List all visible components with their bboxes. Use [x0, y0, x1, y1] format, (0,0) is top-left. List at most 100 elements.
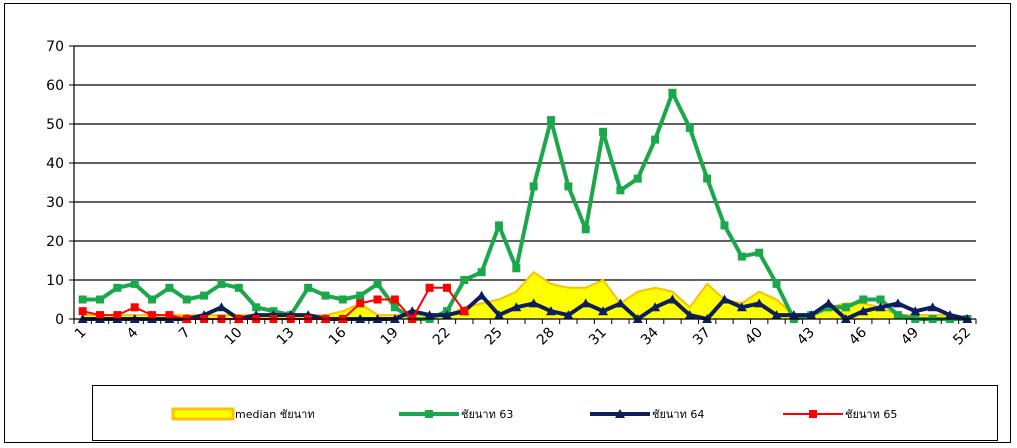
- x-tick-label: 13: [274, 325, 298, 349]
- data-point: [216, 302, 227, 312]
- data-point: [113, 311, 122, 320]
- data-point: [685, 123, 694, 132]
- legend-label-64: ชัยนาท 64: [652, 408, 705, 421]
- data-point: [356, 291, 365, 300]
- data-point: [460, 276, 469, 284]
- data-point: [564, 182, 573, 191]
- data-point: [217, 279, 226, 288]
- data-point: [893, 311, 902, 320]
- data-point: [876, 295, 885, 304]
- data-point: [512, 264, 521, 273]
- x-tick-label: 37: [690, 325, 714, 349]
- y-tick-label: 0: [55, 312, 64, 328]
- x-tick-label: 43: [794, 325, 818, 349]
- data-point: [737, 252, 746, 261]
- x-tick-label: 52: [950, 325, 974, 349]
- x-tick-label: 28: [534, 325, 558, 349]
- legend-marker: [809, 410, 817, 418]
- data-point: [703, 174, 712, 183]
- data-point: [650, 302, 661, 312]
- data-point: [130, 303, 139, 312]
- data-point: [651, 135, 660, 144]
- y-tick-label: 60: [46, 78, 64, 94]
- data-point: [477, 268, 486, 277]
- data-point: [788, 310, 799, 320]
- x-tick-label: 49: [898, 325, 922, 349]
- x-tick-label: 4: [124, 324, 142, 342]
- data-point: [599, 127, 608, 136]
- y-tick-label: 50: [46, 117, 64, 133]
- data-point: [581, 225, 590, 234]
- data-point: [252, 303, 261, 312]
- data-point: [234, 283, 243, 292]
- data-point: [96, 311, 105, 320]
- x-tick-label: 25: [482, 325, 506, 349]
- data-point: [511, 302, 522, 312]
- data-point: [165, 311, 174, 320]
- x-tick-label: 16: [326, 324, 350, 348]
- data-point: [304, 283, 313, 292]
- data-point: [771, 310, 782, 320]
- data-point: [390, 295, 399, 304]
- data-point: [148, 295, 157, 304]
- data-point: [927, 302, 938, 312]
- data-point: [113, 283, 122, 292]
- x-tick-label: 31: [586, 325, 610, 349]
- legend-swatch-64: [590, 409, 650, 418]
- data-point: [823, 298, 834, 308]
- y-tick-label: 10: [46, 273, 64, 289]
- x-tick-label: 46: [846, 324, 870, 348]
- legend: median ชัยนาท ชัยนาท 63 ชัยนาท 64 ชัยนาท…: [92, 385, 998, 441]
- data-point: [720, 221, 729, 230]
- data-point: [772, 279, 781, 288]
- gridlines: [74, 45, 976, 281]
- data-point: [78, 307, 87, 316]
- y-tick-label: 20: [46, 234, 64, 250]
- legend-label-median: median ชัยนาท: [235, 408, 315, 421]
- legend-item-63: ชัยนาท 63: [397, 386, 513, 442]
- data-point: [841, 303, 850, 312]
- chart-frame: 0 10 20 30 40 50 60 70 1 4 7 10 13 16 19 22 25 28 31 34 37 4…: [4, 3, 1011, 443]
- data-point: [493, 310, 504, 320]
- x-tick-label: 7: [176, 325, 194, 343]
- data-point: [910, 306, 921, 316]
- data-point: [356, 299, 365, 308]
- y-tick-label: 30: [46, 195, 64, 211]
- x-tick-label: 19: [378, 325, 402, 349]
- legend-label-65: ชัยนาท 65: [845, 408, 898, 421]
- legend-item-64: ชัยนาท 64: [588, 386, 704, 442]
- data-point: [96, 295, 105, 304]
- x-tick-label: 34: [638, 324, 662, 348]
- data-point: [859, 295, 868, 304]
- data-point: [338, 295, 347, 304]
- legend-swatch-63: [399, 410, 459, 418]
- data-point: [547, 116, 556, 125]
- data-point: [165, 283, 174, 292]
- x-tick-label: 22: [430, 325, 454, 349]
- data-point: [616, 186, 625, 195]
- axes: [69, 45, 977, 324]
- data-point: [719, 294, 730, 304]
- legend-swatch-area: [171, 407, 235, 421]
- data-point: [563, 310, 574, 320]
- legend-swatch-65: [783, 410, 843, 418]
- data-point: [390, 303, 399, 312]
- data-point: [736, 302, 747, 312]
- data-point: [494, 221, 503, 230]
- data-point: [373, 279, 382, 288]
- y-tick-label: 40: [46, 156, 64, 172]
- data-point: [546, 306, 557, 316]
- data-point: [424, 310, 435, 320]
- data-point: [182, 295, 191, 304]
- y-tick-labels: 0 10 20 30 40 50 60 70: [46, 39, 64, 328]
- legend-marker: [425, 410, 433, 418]
- data-point: [875, 302, 886, 312]
- legend-item-median: median ชัยนาท: [171, 386, 315, 442]
- data-point: [754, 298, 765, 308]
- data-point: [892, 298, 903, 308]
- data-point: [667, 294, 678, 304]
- legend-label-63: ชัยนาท 63: [461, 408, 514, 421]
- data-point: [321, 291, 330, 300]
- data-point: [78, 295, 87, 304]
- data-point: [460, 307, 469, 316]
